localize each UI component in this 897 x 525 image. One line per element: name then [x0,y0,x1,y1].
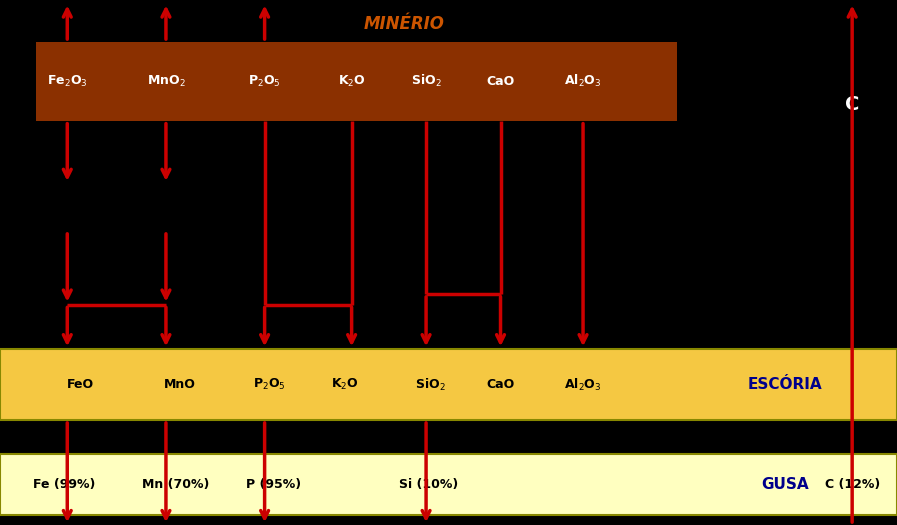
Text: P$_2$O$_5$: P$_2$O$_5$ [253,377,285,392]
Text: P$_2$O$_5$: P$_2$O$_5$ [248,74,281,89]
Text: P (95%): P (95%) [246,478,301,491]
Text: CaO: CaO [486,379,515,391]
Text: Mn (70%): Mn (70%) [142,478,210,491]
Bar [36,42,677,121]
Text: ESCÓRIA: ESCÓRIA [747,377,823,392]
Text: SiO$_2$: SiO$_2$ [415,377,446,393]
Text: CaO: CaO [486,75,515,88]
Text: Fe (99%): Fe (99%) [33,478,96,491]
Text: MINÉRIO: MINÉRIO [363,15,444,33]
Text: Al$_2$O$_3$: Al$_2$O$_3$ [564,74,602,89]
Bar [0,349,897,420]
Text: Fe$_2$O$_3$: Fe$_2$O$_3$ [47,74,88,89]
Text: GUSA: GUSA [761,477,809,492]
Text: C: C [845,96,859,114]
Text: Si (10%): Si (10%) [399,478,458,491]
Text: SiO$_2$: SiO$_2$ [411,74,441,89]
Text: K$_2$O: K$_2$O [338,74,365,89]
Text: MnO: MnO [163,379,196,391]
Text: C (12%): C (12%) [824,478,880,491]
Bar [0,454,897,514]
Text: MnO$_2$: MnO$_2$ [146,74,186,89]
Text: Al$_2$O$_3$: Al$_2$O$_3$ [564,377,602,393]
Text: K$_2$O: K$_2$O [332,377,359,392]
Text: FeO: FeO [67,379,94,391]
